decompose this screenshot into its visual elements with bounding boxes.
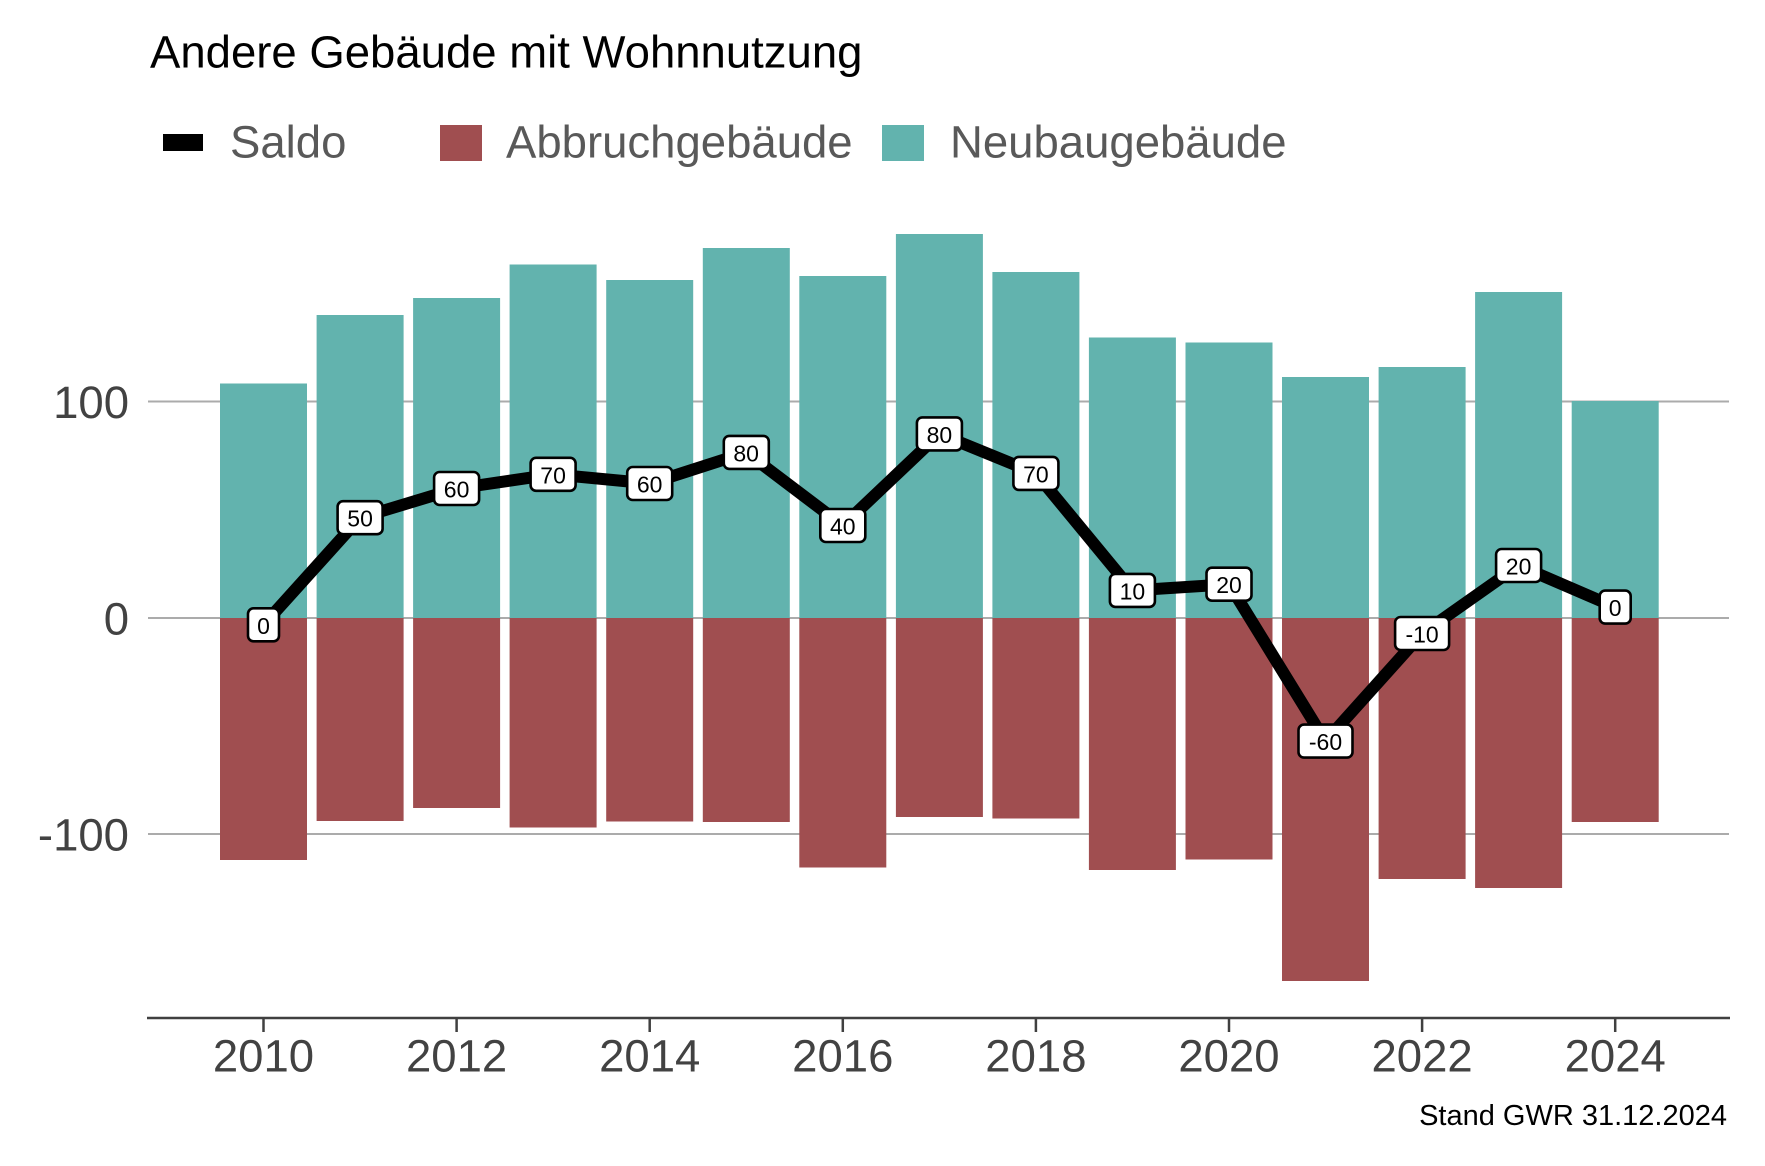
svg-text:2010: 2010 (213, 1031, 314, 1082)
svg-text:70: 70 (1023, 461, 1049, 487)
svg-text:100: 100 (53, 377, 129, 428)
svg-text:Stand GWR 31.12.2024: Stand GWR 31.12.2024 (1419, 1100, 1727, 1132)
svg-text:Saldo: Saldo (230, 117, 346, 168)
svg-text:2016: 2016 (792, 1031, 893, 1082)
svg-text:0: 0 (104, 594, 129, 645)
svg-text:Neubaugebäude: Neubaugebäude (950, 117, 1287, 168)
svg-text:0: 0 (257, 613, 270, 639)
svg-text:-100: -100 (38, 810, 129, 861)
svg-text:60: 60 (637, 472, 663, 498)
svg-text:20: 20 (1506, 554, 1532, 580)
svg-text:80: 80 (733, 440, 759, 466)
svg-text:50: 50 (347, 506, 373, 532)
svg-text:-10: -10 (1405, 622, 1438, 648)
svg-text:2012: 2012 (406, 1031, 507, 1082)
svg-text:60: 60 (444, 477, 470, 503)
svg-text:40: 40 (830, 514, 856, 540)
svg-text:2022: 2022 (1371, 1031, 1472, 1082)
svg-text:0: 0 (1609, 595, 1622, 621)
svg-text:Abbruchgebäude: Abbruchgebäude (506, 117, 853, 168)
svg-text:80: 80 (927, 422, 953, 448)
svg-text:2018: 2018 (985, 1031, 1086, 1082)
svg-text:2024: 2024 (1565, 1031, 1666, 1082)
svg-text:70: 70 (540, 462, 566, 488)
svg-text:20: 20 (1216, 572, 1242, 598)
svg-text:Andere Gebäude mit Wohnnutzung: Andere Gebäude mit Wohnnutzung (150, 27, 862, 78)
svg-text:-60: -60 (1309, 729, 1342, 755)
svg-text:10: 10 (1120, 578, 1146, 604)
svg-text:2020: 2020 (1178, 1031, 1279, 1082)
svg-text:2014: 2014 (599, 1031, 700, 1082)
